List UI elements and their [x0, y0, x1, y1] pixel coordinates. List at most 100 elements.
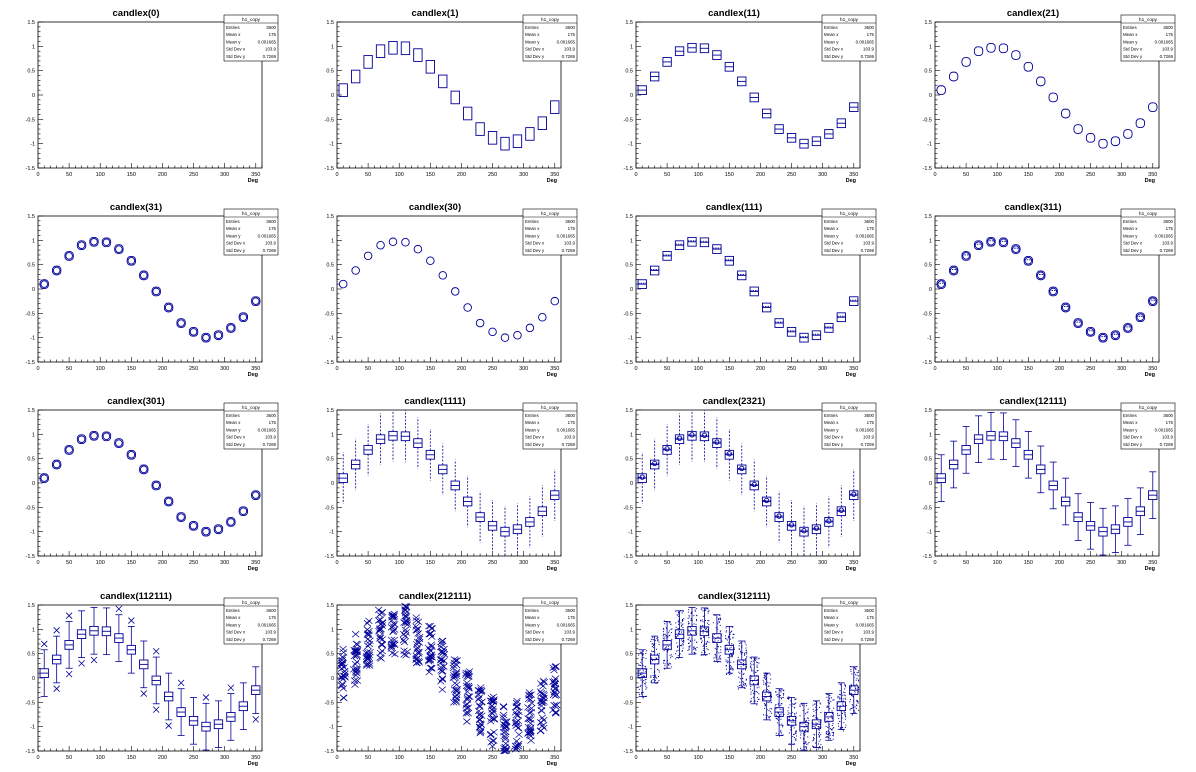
point-dot	[765, 696, 767, 698]
point-marker	[425, 622, 433, 630]
box-rounded	[1011, 244, 1021, 254]
point-dot	[695, 649, 697, 651]
stats-value: 3600	[266, 413, 276, 418]
point-dot	[849, 709, 851, 711]
points-cloud	[837, 682, 847, 732]
point-dot	[756, 666, 758, 668]
y-tick-label: 0	[630, 93, 633, 99]
y-tick-label: -0.5	[624, 505, 633, 511]
y-tick-label: 0	[630, 287, 633, 293]
point-dot	[838, 682, 840, 684]
point-dot	[645, 678, 647, 680]
point-dot	[855, 708, 857, 710]
stats-value: 0.7269	[263, 637, 277, 642]
point-dot	[746, 653, 748, 655]
point-marker	[424, 658, 433, 665]
point-marker	[540, 692, 548, 699]
point-dot	[831, 728, 833, 730]
point-dot	[793, 707, 795, 709]
y-tick-label: 0	[331, 93, 334, 99]
point-dot	[841, 717, 843, 719]
point-dot	[677, 657, 679, 659]
point-dot	[727, 657, 729, 659]
point-dot	[792, 733, 794, 735]
stats-label: Std Dev y	[824, 54, 844, 59]
point-dot	[842, 727, 844, 729]
point-dot	[707, 633, 709, 635]
points-cloud	[412, 614, 424, 667]
stats-label: Mean y	[824, 233, 839, 238]
stats-label: Mean y	[226, 39, 241, 44]
point-dot	[705, 608, 707, 610]
point-dot	[850, 686, 852, 688]
point-dot	[804, 721, 806, 723]
y-tick-label: -1	[628, 142, 633, 148]
x-tick-label: 0	[36, 560, 39, 566]
box-rounded	[998, 43, 1009, 54]
point-dot	[837, 712, 839, 714]
point-dot	[642, 691, 644, 693]
point-dot	[803, 731, 805, 733]
point-dot	[763, 683, 765, 685]
point-dot	[750, 656, 752, 658]
point-dot	[703, 648, 705, 650]
point-dot	[728, 674, 730, 676]
point-dot	[714, 641, 716, 643]
box-rounded	[226, 323, 236, 333]
point-dot	[656, 648, 658, 650]
point-dot	[691, 611, 693, 613]
point-dot	[726, 648, 728, 650]
stats-value: 175	[568, 420, 576, 425]
point-dot	[712, 635, 714, 637]
point-marker	[464, 669, 472, 677]
point-marker	[388, 641, 396, 648]
point-dot	[844, 715, 846, 717]
point-dot	[682, 610, 684, 612]
panel-title: candlex(111)	[706, 202, 763, 213]
stats-label: Mean x	[824, 420, 839, 425]
point-dot	[818, 740, 820, 742]
point-dot	[762, 691, 764, 693]
point-dot	[750, 662, 752, 664]
data-marks	[637, 410, 859, 556]
point-dot	[803, 742, 805, 744]
point-dot	[665, 635, 667, 637]
point-dot	[690, 634, 692, 636]
x-tick-label: 350	[251, 172, 260, 178]
stats-value: 0.001665	[258, 622, 277, 627]
point-dot	[777, 703, 779, 705]
point-dot	[707, 631, 709, 633]
point-dot	[654, 664, 656, 666]
point-dot	[857, 701, 859, 703]
point-marker	[486, 697, 495, 705]
point-dot	[819, 735, 821, 737]
stats-label: Std Dev y	[824, 637, 844, 642]
point-dot	[691, 620, 693, 622]
point-dot	[638, 692, 640, 694]
point-dot	[839, 727, 841, 729]
point-marker	[524, 723, 533, 731]
point-dot	[825, 731, 827, 733]
stats-value: 0.7269	[562, 637, 576, 642]
point-dot	[788, 718, 790, 720]
x-tick-label: 200	[1055, 366, 1064, 372]
stats-label: Entries	[824, 608, 838, 613]
box-rounded	[39, 473, 49, 483]
point-dot	[839, 694, 841, 696]
stats-value: 103.9	[564, 47, 576, 52]
stats-label: Entries	[226, 25, 240, 30]
point-dot	[717, 645, 719, 647]
median-marker	[90, 432, 98, 440]
box-rounded	[164, 496, 174, 507]
point-dot	[720, 649, 722, 651]
point-dot	[695, 653, 697, 655]
point-dot	[727, 662, 729, 664]
point-dot	[682, 644, 684, 646]
y-tick-label: -1.5	[624, 360, 633, 366]
point-dot	[729, 652, 731, 654]
point-marker	[340, 694, 348, 702]
point-dot	[826, 696, 828, 698]
mean-marker	[664, 446, 670, 452]
point-marker	[375, 627, 383, 635]
